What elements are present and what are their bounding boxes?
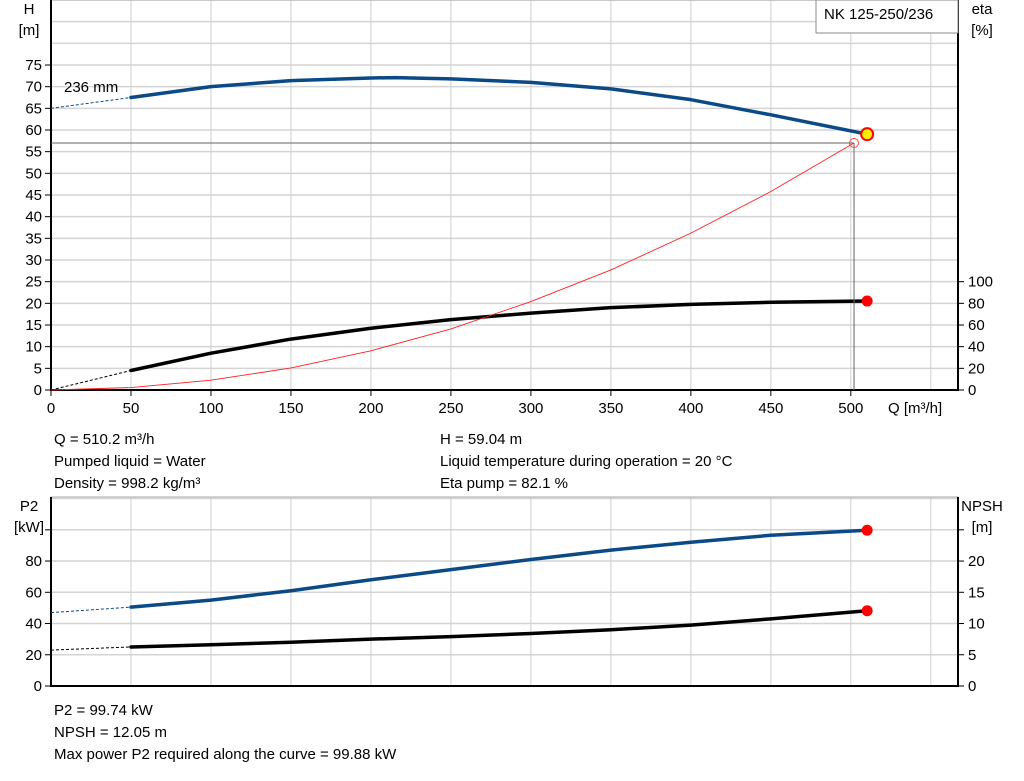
info-max-power: Max power P2 required along the curve = …	[54, 746, 397, 763]
y-tick-label-left: 45	[25, 187, 42, 204]
x-tick-label: 250	[438, 400, 463, 417]
curve-extrapolation-0	[50, 606, 132, 614]
x-tick-label: 350	[598, 400, 623, 417]
x-tick-label: 300	[518, 400, 543, 417]
y-tick-label-right: 80	[968, 295, 985, 312]
y-tick-label-right: 20	[968, 553, 985, 570]
x-axis-label: Q [m³/h]	[888, 400, 942, 417]
curve-series-0	[129, 75, 869, 136]
y-tick-label-right: 60	[968, 317, 985, 334]
y-axis-unit-left: [kW]	[14, 519, 44, 536]
y-tick-label-left: 35	[25, 230, 42, 247]
curve-extrapolation-1	[50, 646, 132, 651]
y-tick-label-left: 0	[34, 678, 42, 695]
y-axis-unit-right: [%]	[971, 22, 993, 39]
curve-extrapolation-0	[50, 97, 132, 109]
y-tick-label-right: 20	[968, 360, 985, 377]
y-axis-label-left: P2	[20, 498, 38, 515]
info-eta: Eta pump = 82.1 %	[440, 475, 568, 492]
y-axis-label-right: NPSH	[961, 498, 1003, 515]
x-tick-label: 150	[278, 400, 303, 417]
curve-label: 236 mm	[64, 79, 118, 96]
x-tick-label: 500	[838, 400, 863, 417]
curve-series-1	[129, 299, 869, 373]
y-axis-unit-right: [m]	[972, 519, 993, 536]
y-axis-label-left: H	[24, 1, 35, 18]
duty-point-head-marker	[860, 127, 875, 142]
y-axis-unit-left: [m]	[19, 22, 40, 39]
y-tick-label-left: 30	[25, 252, 42, 269]
x-tick-label: 50	[123, 400, 140, 417]
y-tick-label-left: 55	[25, 144, 42, 161]
info-head: H = 59.04 m	[440, 431, 523, 448]
curve-series-1	[129, 608, 869, 649]
y-axis-label-right: eta	[972, 1, 994, 18]
info-density: Density = 998.2 kg/m³	[54, 475, 201, 492]
x-tick-label: 400	[678, 400, 703, 417]
system-curve	[50, 142, 855, 391]
system-point-marker	[849, 138, 860, 148]
curve-extrapolation-1	[50, 370, 132, 391]
y-tick-label-left: 65	[25, 100, 42, 117]
y-tick-label-left: 40	[25, 209, 42, 226]
y-tick-label-left: 50	[25, 165, 42, 182]
y-tick-label-left: 10	[25, 339, 42, 356]
y-tick-label-left: 80	[25, 553, 42, 570]
info-flow: Q = 510.2 m³/h	[54, 431, 155, 448]
y-tick-label-left: 60	[25, 584, 42, 601]
legend-title: NK 125-250/236	[824, 6, 933, 23]
duty-point-marker	[861, 295, 873, 307]
y-tick-label-left: 75	[25, 57, 42, 74]
y-tick-label-left: 5	[34, 360, 42, 377]
y-tick-label-right: 100	[968, 274, 993, 291]
y-tick-label-right: 15	[968, 584, 985, 601]
legend-box	[815, 0, 959, 34]
x-tick-label: 100	[198, 400, 223, 417]
y-tick-label-right: 0	[968, 678, 976, 695]
y-tick-label-left: 20	[25, 295, 42, 312]
info-liquid: Pumped liquid = Water	[54, 453, 206, 470]
duty-point-marker	[861, 524, 873, 536]
y-tick-label-left: 0	[34, 382, 42, 399]
y-tick-label-left: 15	[25, 317, 42, 334]
x-tick-label: 0	[47, 400, 55, 417]
x-tick-label: 450	[758, 400, 783, 417]
y-tick-label-right: 10	[968, 616, 985, 633]
info-temperature: Liquid temperature during operation = 20…	[440, 453, 733, 470]
plot-frame	[50, 496, 959, 687]
y-tick-label-right: 0	[968, 382, 976, 399]
y-tick-label-left: 20	[25, 647, 42, 664]
y-tick-label-right: 40	[968, 339, 985, 356]
y-tick-label-right: 5	[968, 647, 976, 664]
y-tick-label-left: 40	[25, 616, 42, 633]
info-npsh: NPSH = 12.05 m	[54, 724, 167, 741]
info-p2: P2 = 99.74 kW	[54, 702, 153, 719]
y-tick-label-left: 25	[25, 274, 42, 291]
duty-point-marker	[861, 605, 873, 617]
curve-series-0	[129, 528, 869, 609]
y-tick-label-left: 60	[25, 122, 42, 139]
y-tick-label-left: 70	[25, 79, 42, 96]
x-tick-label: 200	[358, 400, 383, 417]
